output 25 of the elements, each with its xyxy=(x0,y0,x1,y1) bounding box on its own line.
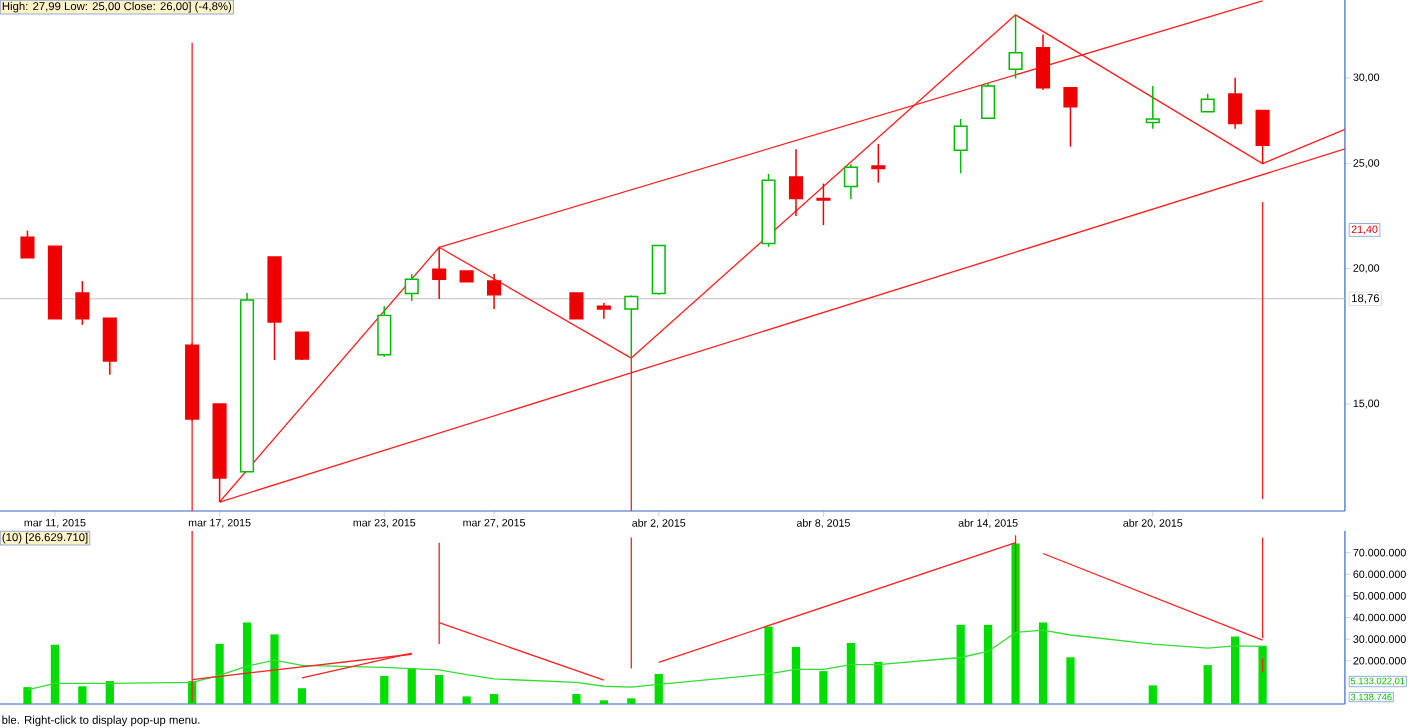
text: ble. Right-click to display pop-up menu. xyxy=(2,715,200,727)
x-tick-label: mar 27, 2015 xyxy=(463,518,526,528)
y-tick-label: 30,00 xyxy=(1353,73,1380,83)
chart-title: (10) [26.629.710] xyxy=(2,532,88,544)
y-tick-label: 20.000.000 xyxy=(1353,656,1406,665)
text: 3.138.746 xyxy=(1350,693,1392,701)
text: 21,40 xyxy=(1351,225,1378,235)
y-tick-label: 30.000.000 xyxy=(1353,635,1406,643)
y-tick-label: 50.000.000 xyxy=(1353,592,1406,600)
x-tick-label: abr 8, 2015 xyxy=(796,518,850,528)
y-tick-label: 20,00 xyxy=(1353,264,1380,274)
text: 5.133.022,01 xyxy=(1350,677,1405,686)
y-tick-label: 15,00 xyxy=(1353,399,1380,409)
y-tick-label: 60.000.000 xyxy=(1353,570,1406,579)
ref-line-label: 18,76 xyxy=(1352,294,1380,304)
x-tick-label: mar 23, 2015 xyxy=(353,518,416,528)
x-tick-label: abr 14, 2015 xyxy=(958,518,1018,528)
x-tick-label: mar 17, 2015 xyxy=(188,518,251,528)
x-tick-label: abr 20, 2015 xyxy=(1123,518,1183,528)
chart-title: High: 27,99 Low: 25,00 Close: 26,00] (-4,8%) xyxy=(2,1,232,13)
y-tick-label: 70.000.000 xyxy=(1353,548,1406,557)
x-tick-label: mar 11, 2015 xyxy=(24,518,86,528)
x-tick-label: abr 2, 2015 xyxy=(632,518,686,528)
y-tick-label: 25,00 xyxy=(1353,159,1380,169)
y-tick-label: 40.000.000 xyxy=(1353,613,1406,622)
